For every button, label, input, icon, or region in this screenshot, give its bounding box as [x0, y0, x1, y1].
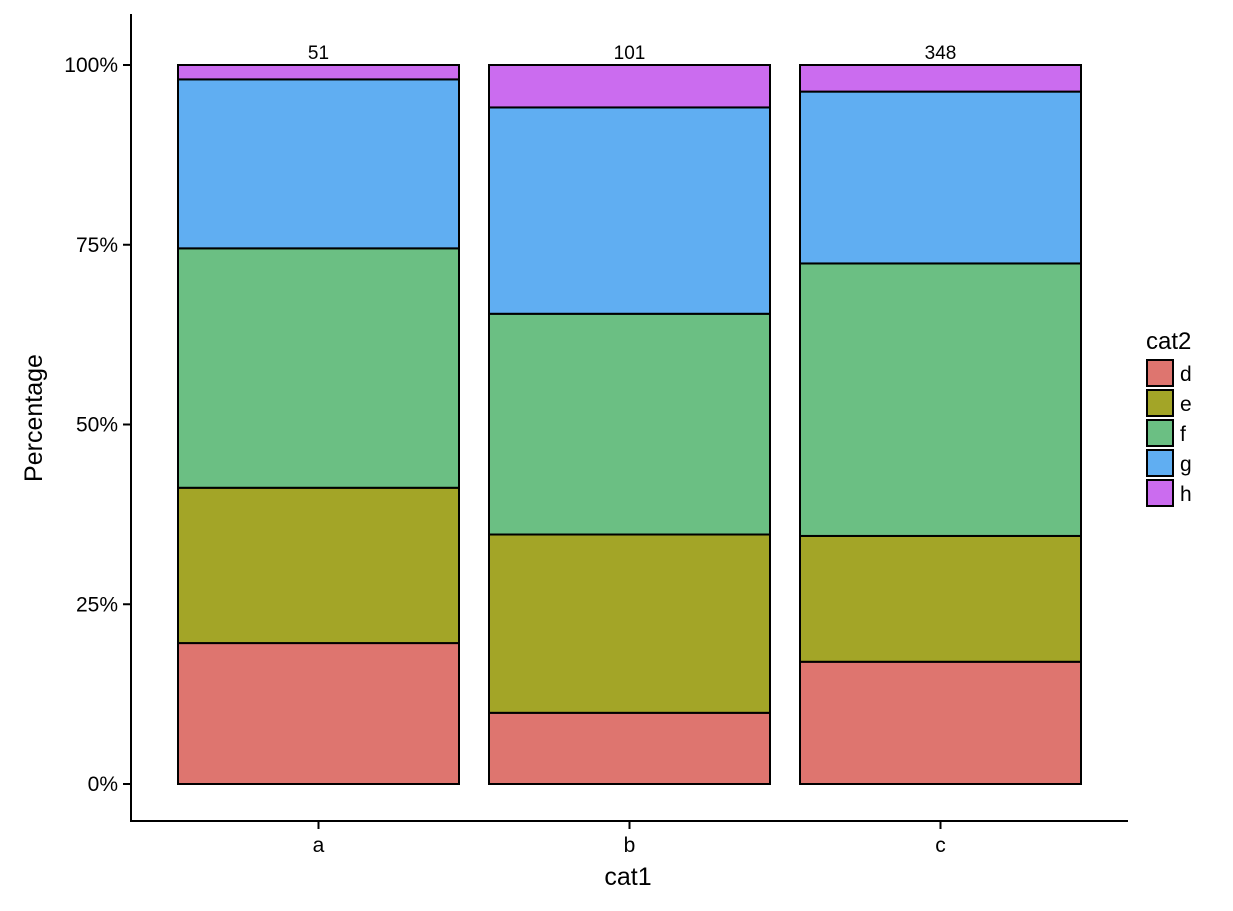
legend-swatch-h: [1146, 479, 1174, 507]
bar-segment-b-d: [488, 711, 771, 785]
bar-segment-c-g: [799, 90, 1082, 265]
bar-segment-b-f: [488, 312, 771, 536]
count-labels: 51 101 348: [308, 43, 956, 64]
bar-segment-a-e: [177, 486, 460, 645]
x-tick-label-b: b: [624, 834, 636, 857]
bar-segment-a-g: [177, 78, 460, 250]
y-tick-label: 25%: [76, 593, 118, 616]
y-tick-label: 100%: [64, 54, 118, 77]
y-tick-label: 50%: [76, 414, 118, 437]
bar-segment-a-h: [177, 64, 460, 81]
legend-title: cat2: [1146, 328, 1191, 355]
bar-segment-a-d: [177, 642, 460, 785]
y-tick-label: 0%: [88, 773, 118, 796]
bar-segment-c-e: [799, 534, 1082, 663]
legend-swatch-d: [1146, 359, 1174, 387]
y-tick-label: 75%: [76, 234, 118, 257]
legend-label-e: e: [1180, 393, 1192, 416]
y-axis-title: Percentage: [20, 354, 48, 482]
bar-segment-b-g: [488, 106, 771, 315]
legend-swatch-g: [1146, 449, 1174, 477]
bar-segment-b-e: [488, 533, 771, 714]
x-tick-label-a: a: [313, 834, 325, 857]
legend-label-f: f: [1180, 423, 1186, 446]
bar-segment-c-d: [799, 660, 1082, 786]
legend-label-d: d: [1180, 363, 1192, 386]
x-axis-ticks: a b c: [313, 821, 946, 857]
bar-segment-b-h: [488, 64, 771, 109]
bar-count-label-c: 348: [925, 43, 957, 64]
bar-count-label-b: 101: [614, 43, 646, 64]
bar-segment-c-f: [799, 262, 1082, 537]
x-tick-label-c: c: [935, 834, 946, 857]
bar-segment-c-h: [799, 64, 1082, 93]
bar-count-label-a: 51: [308, 43, 329, 64]
x-axis-title: cat1: [604, 863, 651, 891]
legend-label-g: g: [1180, 453, 1192, 476]
bar-segment-a-f: [177, 247, 460, 489]
legend-swatch-f: [1146, 419, 1174, 447]
y-axis-ticks: 0% 25% 50% 75% 100%: [64, 54, 131, 796]
bars-layer: [177, 64, 1082, 786]
legend-label-h: h: [1180, 483, 1192, 506]
legend-swatch-e: [1146, 389, 1174, 417]
